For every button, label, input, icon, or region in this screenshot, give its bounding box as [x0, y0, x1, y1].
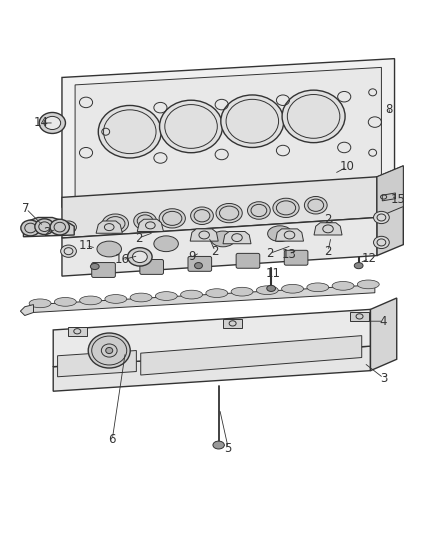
Ellipse shape: [102, 214, 128, 233]
Ellipse shape: [134, 212, 156, 230]
Ellipse shape: [29, 299, 51, 308]
Ellipse shape: [357, 280, 378, 289]
Ellipse shape: [373, 236, 389, 248]
Ellipse shape: [50, 219, 69, 235]
Ellipse shape: [105, 295, 127, 303]
Text: 11: 11: [265, 266, 280, 280]
Text: 16: 16: [115, 253, 130, 266]
Polygon shape: [137, 219, 163, 231]
Polygon shape: [370, 298, 396, 370]
Ellipse shape: [21, 220, 40, 236]
Text: 2: 2: [324, 245, 331, 257]
Polygon shape: [349, 312, 368, 321]
Polygon shape: [75, 67, 381, 199]
Polygon shape: [20, 304, 33, 316]
Text: 2: 2: [43, 226, 50, 239]
Ellipse shape: [215, 204, 242, 223]
Text: 8: 8: [385, 103, 392, 116]
Ellipse shape: [44, 116, 60, 130]
Text: 15: 15: [390, 193, 405, 206]
Polygon shape: [96, 221, 122, 233]
Polygon shape: [313, 223, 341, 235]
Polygon shape: [223, 231, 251, 244]
FancyBboxPatch shape: [236, 253, 259, 268]
Ellipse shape: [60, 245, 76, 257]
Text: 2: 2: [324, 213, 331, 226]
Polygon shape: [53, 309, 370, 367]
FancyBboxPatch shape: [140, 260, 163, 274]
Ellipse shape: [210, 231, 235, 247]
Ellipse shape: [130, 293, 152, 302]
Ellipse shape: [272, 198, 298, 217]
Ellipse shape: [266, 285, 275, 292]
Polygon shape: [376, 166, 403, 217]
Polygon shape: [67, 327, 87, 336]
Text: 10: 10: [339, 160, 354, 173]
Ellipse shape: [205, 289, 227, 297]
Text: 9: 9: [188, 251, 196, 263]
Polygon shape: [275, 229, 303, 241]
Ellipse shape: [54, 297, 76, 306]
Ellipse shape: [282, 90, 344, 143]
Ellipse shape: [281, 285, 303, 293]
Ellipse shape: [39, 112, 65, 133]
Polygon shape: [62, 217, 376, 276]
Ellipse shape: [35, 219, 54, 235]
Ellipse shape: [132, 251, 147, 263]
Ellipse shape: [190, 207, 213, 224]
Ellipse shape: [180, 290, 202, 299]
Polygon shape: [57, 351, 136, 377]
Ellipse shape: [212, 441, 224, 449]
Polygon shape: [141, 336, 361, 375]
Text: 12: 12: [361, 252, 376, 265]
Text: 14: 14: [33, 117, 48, 130]
Ellipse shape: [267, 226, 291, 241]
Ellipse shape: [97, 241, 121, 257]
Ellipse shape: [373, 212, 389, 224]
Ellipse shape: [256, 286, 278, 295]
Text: 3: 3: [379, 372, 386, 385]
Polygon shape: [62, 177, 376, 238]
Ellipse shape: [98, 106, 161, 158]
Ellipse shape: [106, 348, 113, 353]
Ellipse shape: [331, 281, 353, 290]
Text: 5: 5: [224, 442, 231, 455]
Polygon shape: [62, 59, 394, 207]
Text: 13: 13: [281, 248, 295, 261]
Polygon shape: [23, 217, 74, 237]
Ellipse shape: [306, 283, 328, 292]
Ellipse shape: [159, 209, 185, 228]
Polygon shape: [376, 166, 403, 255]
Polygon shape: [53, 346, 370, 391]
Ellipse shape: [79, 296, 101, 305]
Ellipse shape: [90, 263, 99, 270]
FancyBboxPatch shape: [187, 256, 211, 271]
Ellipse shape: [127, 248, 152, 266]
FancyBboxPatch shape: [284, 251, 307, 265]
Ellipse shape: [194, 263, 202, 269]
Ellipse shape: [159, 100, 222, 153]
Text: 2: 2: [211, 245, 219, 257]
Text: 7: 7: [22, 202, 30, 215]
Ellipse shape: [353, 263, 362, 269]
Polygon shape: [190, 229, 218, 241]
Ellipse shape: [220, 95, 283, 148]
Text: 4: 4: [379, 314, 386, 328]
Ellipse shape: [88, 333, 130, 368]
Ellipse shape: [60, 221, 76, 233]
Text: 2: 2: [134, 231, 142, 245]
FancyBboxPatch shape: [92, 263, 115, 278]
Polygon shape: [381, 193, 395, 201]
Ellipse shape: [247, 201, 270, 219]
Ellipse shape: [304, 197, 326, 214]
Text: 11: 11: [78, 239, 93, 252]
Ellipse shape: [230, 287, 252, 296]
Polygon shape: [223, 319, 242, 328]
Text: 6: 6: [108, 433, 116, 446]
Text: 2: 2: [265, 247, 273, 260]
Ellipse shape: [155, 292, 177, 301]
Polygon shape: [33, 285, 374, 312]
Ellipse shape: [153, 236, 178, 252]
